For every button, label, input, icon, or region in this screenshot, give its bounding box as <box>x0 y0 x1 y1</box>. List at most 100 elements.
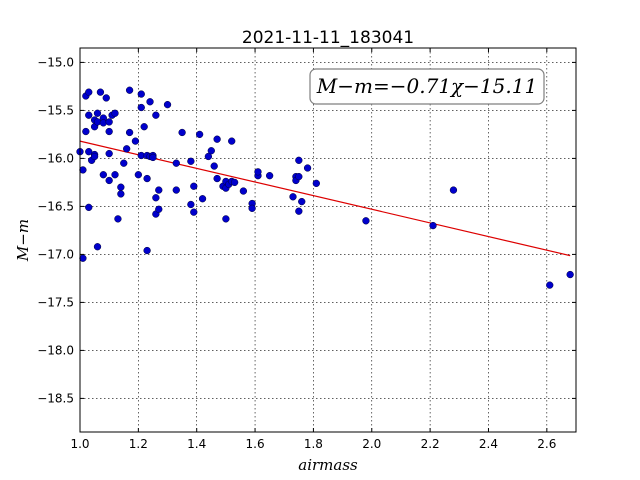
scatter-point <box>449 186 458 194</box>
scatter-points <box>76 86 574 289</box>
scatter-point <box>137 103 145 112</box>
y-tick-label: −17.0 <box>37 247 74 261</box>
scatter-point <box>79 254 87 262</box>
scatter-point <box>123 145 131 153</box>
scatter-point <box>134 171 143 179</box>
scatter-point <box>303 164 312 172</box>
scatter-point <box>117 190 125 198</box>
fit-line-layer <box>79 140 571 257</box>
x-axis-label: airmass <box>298 456 358 474</box>
scatter-point <box>254 168 262 176</box>
scatter-point <box>149 153 157 162</box>
scatter-point <box>93 243 102 251</box>
scatter-point <box>96 88 105 96</box>
scatter-point <box>155 186 163 194</box>
y-tick-label: −18.5 <box>37 391 74 405</box>
scatter-point <box>295 156 303 164</box>
scatter-point <box>79 166 87 174</box>
scatter-point <box>204 152 213 161</box>
scatter-point <box>362 217 370 225</box>
fit-equation-annotation: M−m=−0.71χ−15.11 <box>316 74 537 98</box>
y-tick-label: −16.5 <box>37 199 74 213</box>
x-tick-label: 2.6 <box>537 437 556 451</box>
plot-area <box>80 48 576 432</box>
scatter-point <box>105 127 113 136</box>
scatter-point <box>93 109 102 117</box>
grid <box>79 48 576 432</box>
scatter-point <box>190 208 198 216</box>
ticks <box>79 48 576 432</box>
scatter-point <box>230 178 239 187</box>
scatter-point <box>131 137 140 145</box>
scatter-point <box>125 86 134 94</box>
scatter-point <box>195 130 204 139</box>
scatter-point <box>187 200 195 209</box>
x-tick-label: 1.2 <box>129 437 148 451</box>
x-tick-label: 1.6 <box>246 437 265 451</box>
y-tick-labels: −15.0 −15.5 −16.0 −16.5 −17.0 −17.5 −18.0 −18.5 <box>37 55 74 405</box>
scatter-point <box>213 135 221 143</box>
scatter-point <box>155 205 163 213</box>
y-tick-label: −15.0 <box>37 55 74 69</box>
scatter-point <box>295 172 303 181</box>
y-axis-label: M−m <box>14 219 32 262</box>
scatter-point <box>120 159 128 167</box>
scatter-point <box>111 109 119 117</box>
scatter-point <box>152 194 160 202</box>
scatter-point <box>140 123 148 131</box>
scatter-point <box>289 193 297 201</box>
scatter-point <box>105 118 113 126</box>
y-tick-label: −18.0 <box>37 343 74 357</box>
scatter-point <box>117 183 125 191</box>
fit-line <box>79 140 571 257</box>
chart-title: 2021-11-11_183041 <box>242 28 414 48</box>
scatter-point <box>190 182 198 190</box>
scatter-point <box>90 152 99 161</box>
scatter-point <box>210 162 218 170</box>
scatter-point <box>125 128 134 137</box>
scatter-point <box>85 111 93 119</box>
y-tick-label: −15.5 <box>37 103 74 117</box>
scatter-point <box>198 195 207 203</box>
scatter-point <box>265 172 274 180</box>
scatter-point <box>312 179 320 188</box>
scatter-point <box>228 137 236 145</box>
scatter-point <box>546 281 554 289</box>
scatter-point <box>429 221 437 230</box>
scatter-point <box>298 197 306 206</box>
x-tick-label: 1.4 <box>187 437 206 451</box>
scatter-point <box>114 215 122 223</box>
x-tick-label: 2.2 <box>421 437 440 451</box>
scatter-point <box>111 171 119 179</box>
scatter-point <box>82 127 90 136</box>
scatter-point <box>295 207 303 215</box>
annotation-box <box>309 68 545 105</box>
scatter-point <box>207 147 215 155</box>
scatter-point <box>105 149 113 158</box>
plot-frame <box>79 47 577 433</box>
scatter-point <box>222 215 230 223</box>
scatter-point <box>85 88 93 96</box>
scatter-point <box>105 176 113 185</box>
scatter-point <box>248 204 256 212</box>
x-tick-label: 2.4 <box>479 437 498 451</box>
scatter-point <box>566 270 574 279</box>
scatter-point <box>85 148 93 156</box>
x-tick-labels: 1.0 1.2 1.4 1.6 1.8 2.0 2.2 2.4 2.6 <box>70 437 556 451</box>
scatter-point <box>85 203 93 212</box>
x-tick-label: 1.8 <box>304 437 323 451</box>
scatter-point <box>99 171 107 179</box>
x-tick-label: 1.0 <box>70 437 89 451</box>
scatter-point <box>178 128 186 137</box>
scatter-point <box>213 174 221 183</box>
scatter-point <box>172 186 180 194</box>
y-tick-label: −16.0 <box>37 151 74 165</box>
y-tick-label: −17.5 <box>37 295 74 309</box>
scatter-point <box>187 157 195 165</box>
scatter-point <box>152 111 160 119</box>
scatter-point <box>143 174 151 183</box>
scatter-point <box>102 94 110 102</box>
scatter-point <box>163 100 172 109</box>
x-tick-label: 2.0 <box>362 437 381 451</box>
